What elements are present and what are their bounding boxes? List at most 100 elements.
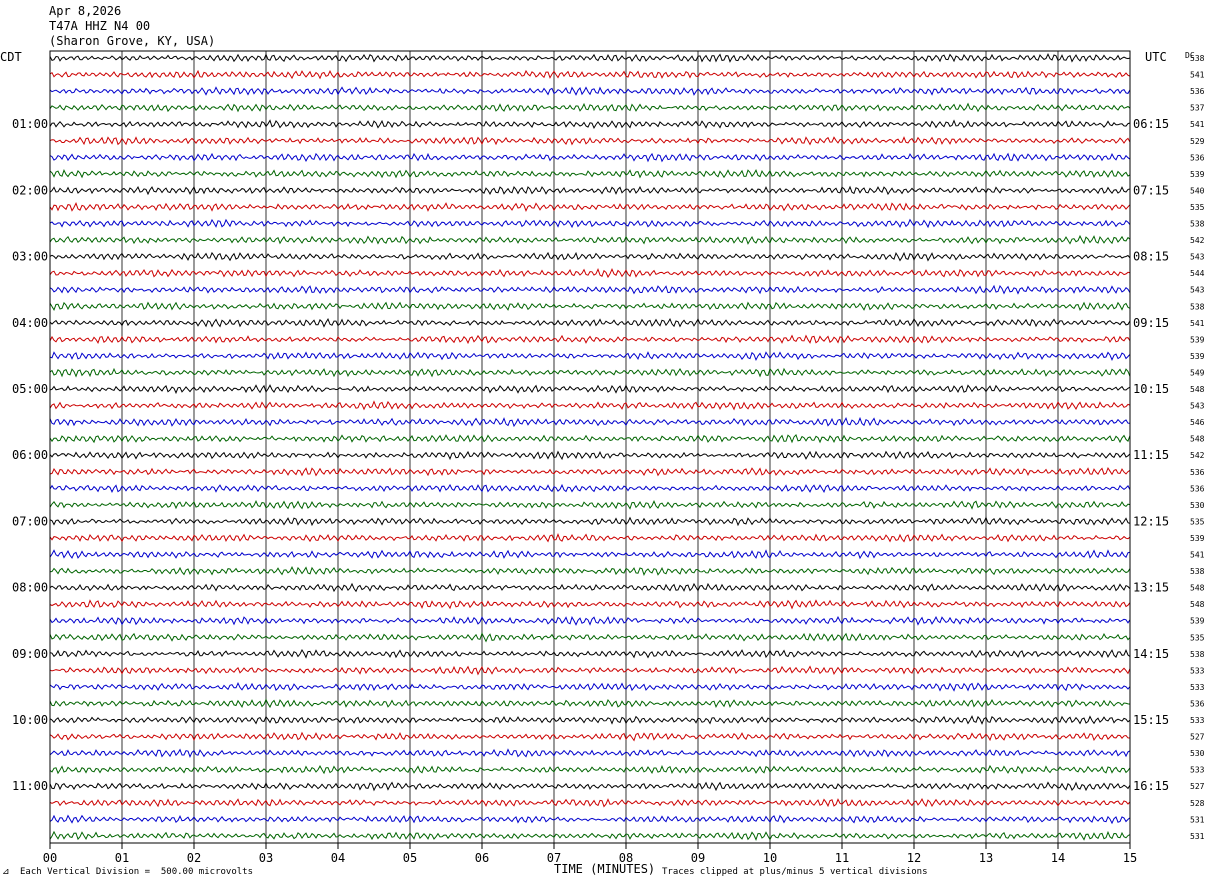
x-tick-label: 09: [691, 851, 705, 865]
seismic-trace: [49, 764, 1131, 775]
x-tick-label: 08: [619, 851, 633, 865]
dc-offset-label: 536: [1190, 87, 1205, 96]
dc-offset-label: 549: [1190, 368, 1205, 377]
seismic-trace: [49, 433, 1131, 444]
left-hour-label: 05:00: [12, 382, 48, 396]
dc-offset-label: 536: [1190, 153, 1205, 162]
dc-offset-label: 543: [1190, 286, 1205, 295]
dc-offset-label: 533: [1190, 683, 1205, 692]
seismic-trace: [49, 665, 1131, 676]
seismic-trace: [49, 367, 1131, 378]
seismic-trace: [49, 483, 1131, 494]
x-tick-label: 11: [835, 851, 849, 865]
left-hour-label: 03:00: [12, 250, 48, 264]
seismic-trace: [49, 698, 1131, 709]
plot-frame: [49, 50, 1131, 844]
dc-offset-label: 542: [1190, 451, 1205, 460]
dc-offset-label: 538: [1190, 220, 1205, 229]
seismic-trace: [49, 351, 1131, 362]
right-hour-label: 13:15: [1133, 581, 1169, 595]
dc-offset-label: 533: [1190, 766, 1205, 775]
dc-offset-label: 543: [1190, 402, 1205, 411]
left-hour-label: 07:00: [12, 514, 48, 528]
dc-offset-label: 530: [1190, 749, 1205, 758]
x-tick-label: 15: [1123, 851, 1137, 865]
seismic-trace: [49, 549, 1131, 560]
right-hour-label: 15:15: [1133, 713, 1169, 727]
dc-offset-label: 539: [1190, 534, 1205, 543]
right-hour-label: 08:15: [1133, 250, 1169, 264]
dc-offset-label: 539: [1190, 352, 1205, 361]
seismic-trace: [49, 284, 1131, 295]
dc-offset-label: 544: [1190, 269, 1205, 278]
dc-offset-label: 538: [1190, 302, 1205, 311]
dc-offset-label: 541: [1190, 551, 1205, 560]
x-tick-label: 05: [403, 851, 417, 865]
scale-note: Each Vertical Division = 500.00 microvol…: [20, 867, 253, 877]
seismic-trace: [49, 152, 1131, 163]
dc-offset-label: 539: [1190, 335, 1205, 344]
seismic-trace: [49, 218, 1131, 229]
dc-offset-label: 548: [1190, 584, 1205, 593]
right-hour-label: 16:15: [1133, 779, 1169, 793]
dc-offset-label: 540: [1190, 186, 1205, 195]
seismic-trace: [49, 615, 1131, 626]
dc-offset-label: 541: [1190, 71, 1205, 80]
right-hour-label: 09:15: [1133, 316, 1169, 330]
left-hour-label: 09:00: [12, 647, 48, 661]
dc-offset-label: 535: [1190, 633, 1205, 642]
dc-offset-label: 533: [1190, 716, 1205, 725]
dc-offset-label: 533: [1190, 666, 1205, 675]
seismic-trace: [49, 532, 1131, 543]
dc-offset-label: 537: [1190, 104, 1205, 113]
left-hour-label: 02:00: [12, 183, 48, 197]
corner-mark: ⊿: [2, 867, 10, 877]
dc-offset-label: 535: [1190, 517, 1205, 526]
seismic-trace: [49, 599, 1131, 610]
x-tick-label: 06: [475, 851, 489, 865]
dc-offset-label: 539: [1190, 170, 1205, 179]
left-timezone-label: CDT: [0, 50, 22, 64]
seismic-trace: [49, 267, 1131, 279]
dc-offset-label: 531: [1190, 815, 1205, 824]
dc-offset-label: 541: [1190, 120, 1205, 129]
x-tick-label: 14: [1051, 851, 1065, 865]
dc-offset-label: 541: [1190, 319, 1205, 328]
x-tick-label: 02: [187, 851, 201, 865]
dc-offset-label: 538: [1190, 54, 1205, 63]
seismic-trace: [49, 169, 1131, 179]
dc-offset-label: 536: [1190, 699, 1205, 708]
dc-offset-label: 548: [1190, 600, 1205, 609]
seismic-trace: [49, 202, 1131, 212]
right-hour-label: 07:15: [1133, 183, 1169, 197]
left-hour-label: 10:00: [12, 713, 48, 727]
station-location: (Sharon Grove, KY, USA): [49, 34, 216, 48]
x-tick-label: 07: [547, 851, 561, 865]
dc-header-label: DC: [1185, 51, 1195, 60]
seismic-trace: [49, 102, 1131, 113]
right-hour-label: 06:15: [1133, 117, 1169, 131]
seismic-trace: [49, 731, 1131, 742]
seismic-trace: [49, 681, 1131, 692]
left-hour-label: 08:00: [12, 581, 48, 595]
x-tick-label: 12: [907, 851, 921, 865]
x-axis-title: TIME (MINUTES): [554, 862, 656, 876]
left-hour-label: 06:00: [12, 448, 48, 462]
dc-offset-label: 528: [1190, 799, 1205, 808]
seismic-trace: [49, 317, 1131, 328]
x-tick-label: 13: [979, 851, 993, 865]
seismic-trace: [49, 52, 1131, 63]
dc-offset-label: 548: [1190, 385, 1205, 394]
seismic-trace: [49, 748, 1131, 759]
seismic-trace: [49, 136, 1131, 146]
seismic-trace: [49, 499, 1131, 510]
dc-offset-label: 536: [1190, 484, 1205, 493]
seismic-trace: [49, 582, 1131, 593]
seismic-trace: [49, 234, 1131, 245]
seismic-trace: [49, 384, 1131, 395]
clip-note: Traces clipped at plus/minus 5 vertical …: [662, 867, 928, 877]
x-tick-label: 00: [43, 851, 57, 865]
dc-offset-label: 538: [1190, 567, 1205, 576]
seismic-trace: [49, 466, 1131, 477]
